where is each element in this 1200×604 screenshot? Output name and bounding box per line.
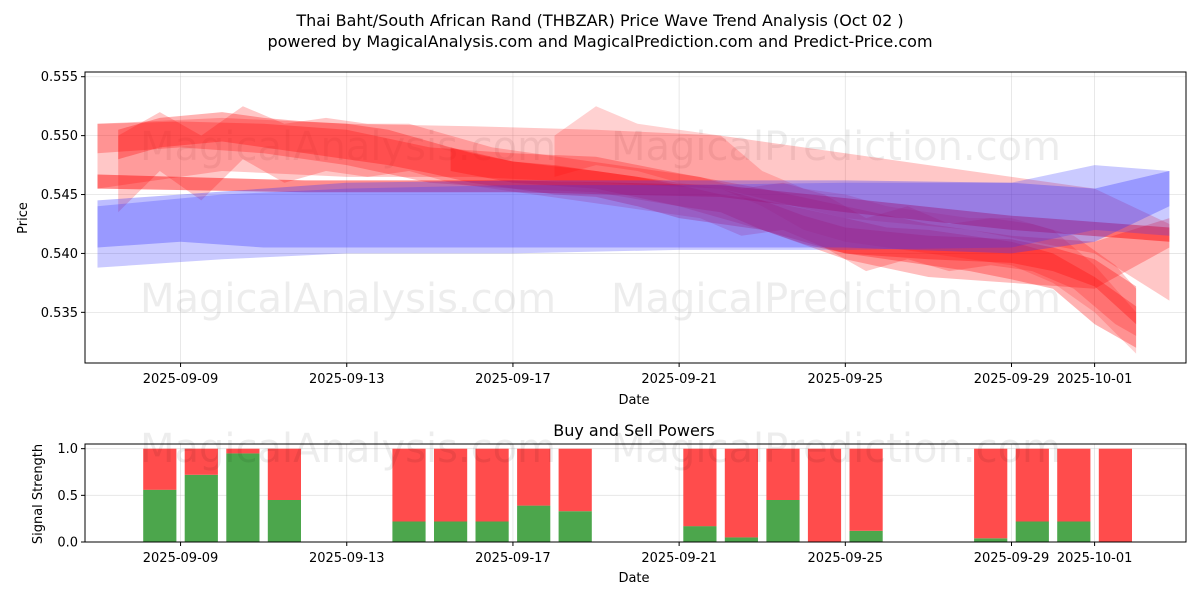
signal-x-tick-label: 2025-09-29 bbox=[974, 551, 1050, 566]
buy-bar bbox=[1057, 521, 1091, 542]
price-y-tick-label: 0.545 bbox=[41, 188, 78, 203]
watermark-magicalprediction-bottom: MagicalPrediction.com bbox=[611, 426, 1061, 472]
price-x-tick-label: 2025-09-09 bbox=[143, 372, 219, 387]
signal-bars bbox=[143, 448, 1132, 542]
buy-bar bbox=[226, 453, 260, 542]
sell-bar bbox=[974, 448, 1008, 539]
sell-bar bbox=[558, 448, 592, 512]
price-x-tick-label: 2025-09-29 bbox=[974, 372, 1050, 387]
price-plot: MagicalAnalysis.com MagicalPrediction.co… bbox=[16, 70, 1187, 408]
price-y-tick-label: 0.535 bbox=[41, 306, 78, 321]
red-wave-band bbox=[97, 121, 1170, 289]
signal-y-tick-label: 0.0 bbox=[57, 536, 78, 551]
price-y-tick-label: 0.555 bbox=[41, 70, 78, 85]
buy-bar bbox=[267, 500, 301, 542]
sell-bar bbox=[766, 448, 800, 500]
red-wave-band bbox=[97, 117, 1170, 301]
price-x-tick-label: 2025-09-25 bbox=[808, 372, 884, 387]
price-y-axis: 0.535 0.540 0.545 0.550 0.555 bbox=[41, 70, 85, 321]
sell-bar bbox=[849, 448, 883, 531]
buy-bar bbox=[517, 505, 551, 542]
price-x-axis-label: Date bbox=[618, 393, 649, 408]
signal-x-tick-label: 2025-09-25 bbox=[808, 551, 884, 566]
sell-bar bbox=[434, 448, 468, 522]
signal-y-axis-label: Signal Strength bbox=[31, 444, 46, 544]
signal-x-tick-label: 2025-09-09 bbox=[143, 551, 219, 566]
signal-plot-frame bbox=[84, 443, 1187, 543]
sell-bar bbox=[1098, 448, 1132, 542]
blue-wave-band bbox=[97, 165, 1170, 268]
price-plot-frame bbox=[84, 71, 1187, 364]
buy-bar bbox=[683, 526, 717, 542]
signal-x-tick-label: 2025-09-21 bbox=[641, 551, 717, 566]
buy-bar bbox=[434, 521, 468, 542]
watermark-magicalanalysis-bottom: MagicalAnalysis.com bbox=[140, 426, 556, 472]
signal-x-tick-label: 2025-10-01 bbox=[1057, 551, 1133, 566]
red-wave-band bbox=[118, 106, 1137, 336]
red-wave-band bbox=[450, 147, 1137, 325]
signal-plot-title: Buy and Sell Powers bbox=[553, 421, 715, 440]
sell-bar bbox=[1015, 448, 1049, 522]
sell-bar bbox=[1057, 448, 1091, 522]
sell-bar bbox=[517, 448, 551, 506]
signal-y-tick-label: 1.0 bbox=[57, 442, 78, 457]
price-x-axis: 2025-09-09 2025-09-13 2025-09-17 2025-09-21… bbox=[143, 363, 1133, 387]
watermark-magicalprediction-top: MagicalPrediction.com bbox=[611, 124, 1061, 170]
signal-watermarks: MagicalAnalysis.com MagicalPrediction.co… bbox=[140, 426, 1061, 472]
price-y-axis-label: Price bbox=[16, 202, 31, 234]
price-y-tick-label: 0.550 bbox=[41, 129, 78, 144]
signal-x-axis-label: Date bbox=[618, 571, 649, 586]
price-x-tick-label: 2025-09-13 bbox=[309, 372, 385, 387]
signal-y-tick-label: 0.5 bbox=[57, 489, 78, 504]
price-watermarks: MagicalAnalysis.com MagicalPrediction.co… bbox=[140, 124, 1061, 322]
buy-bar bbox=[766, 500, 800, 542]
watermark-magicalanalysis-top: MagicalAnalysis.com bbox=[140, 124, 556, 170]
buy-bar bbox=[184, 474, 218, 542]
watermark-magicalanalysis-mid: MagicalAnalysis.com bbox=[140, 276, 556, 322]
price-x-tick-label: 2025-10-01 bbox=[1057, 372, 1133, 387]
price-x-tick-label: 2025-09-17 bbox=[475, 372, 551, 387]
signal-plot: Buy and Sell Powers MagicalAnalysis.com … bbox=[31, 421, 1187, 586]
buy-bar bbox=[724, 537, 758, 542]
buy-bar bbox=[849, 530, 883, 542]
sell-bar bbox=[807, 448, 842, 542]
price-y-tick-label: 0.540 bbox=[41, 247, 78, 262]
main-title-line2: powered by MagicalAnalysis.com and Magic… bbox=[267, 32, 932, 51]
sell-bar bbox=[184, 448, 218, 475]
sell-bar bbox=[683, 448, 717, 527]
price-x-tick-label: 2025-09-21 bbox=[641, 372, 717, 387]
sell-bar bbox=[475, 448, 509, 522]
sell-bar bbox=[226, 448, 260, 454]
buy-bar bbox=[475, 521, 509, 542]
red-wave-band bbox=[118, 112, 1137, 348]
signal-y-axis: 0.0 0.5 1.0 bbox=[57, 442, 85, 551]
blue-wave-band bbox=[97, 171, 1170, 254]
sell-bar bbox=[143, 448, 177, 490]
buy-bar bbox=[974, 538, 1008, 542]
sell-bar bbox=[724, 448, 758, 538]
price-wave-bands bbox=[97, 106, 1170, 354]
price-grid bbox=[85, 72, 1186, 363]
watermark-magicalprediction-mid: MagicalPrediction.com bbox=[611, 276, 1061, 322]
buy-bar bbox=[1015, 521, 1049, 542]
signal-x-axis: 2025-09-09 2025-09-13 2025-09-17 2025-09-21… bbox=[143, 542, 1133, 566]
sell-bar bbox=[267, 448, 301, 500]
buy-bar bbox=[143, 489, 177, 542]
red-wave-band bbox=[97, 174, 1170, 242]
buy-bar bbox=[392, 521, 426, 542]
signal-x-tick-label: 2025-09-17 bbox=[475, 551, 551, 566]
red-wave-band bbox=[554, 106, 1137, 354]
buy-bar bbox=[558, 511, 592, 542]
sell-bar bbox=[392, 448, 426, 522]
main-title-line1: Thai Baht/South African Rand (THBZAR) Pr… bbox=[295, 11, 903, 30]
signal-x-tick-label: 2025-09-13 bbox=[309, 551, 385, 566]
